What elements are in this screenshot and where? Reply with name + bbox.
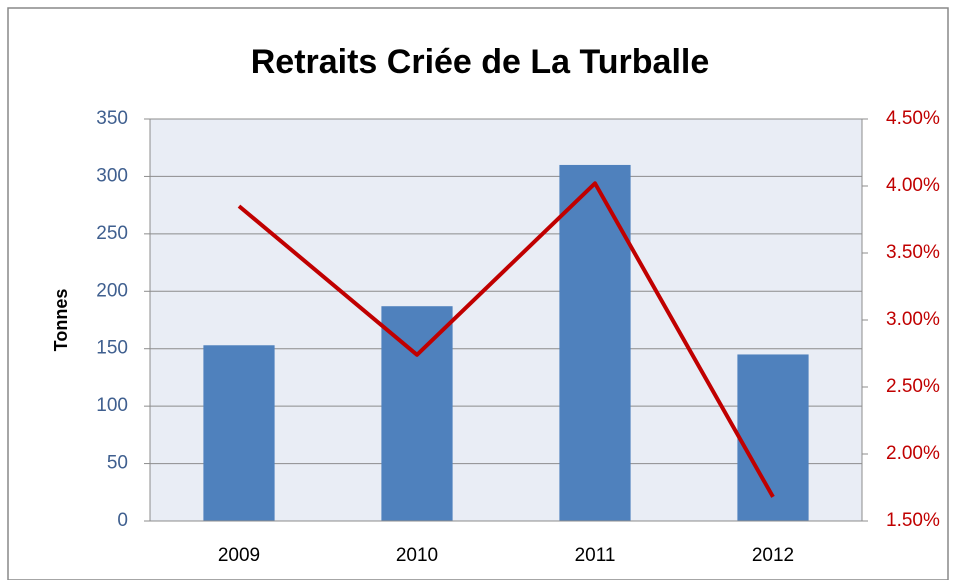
y-tick-label: 0 — [117, 510, 128, 531]
bar — [381, 306, 453, 521]
y2-tick-label: 3.00% — [886, 309, 940, 330]
y2-tick-label: 1.50% — [886, 510, 940, 531]
y-tick-label: 250 — [96, 223, 128, 244]
x-tick-label: 2011 — [575, 545, 616, 566]
y2-tick-label: 3.50% — [886, 242, 940, 263]
y2-tick-label: 4.50% — [886, 108, 940, 129]
chart-title: Retraits Criée de La Turballe — [251, 43, 710, 81]
x-tick-label: 2012 — [752, 545, 794, 566]
y-tick-label: 200 — [96, 280, 128, 301]
line — [237, 181, 775, 498]
y2-tick-label: 2.50% — [886, 376, 940, 397]
x-tick-label: 2010 — [396, 545, 438, 566]
y2-tick-label: 4.00% — [886, 175, 940, 196]
y-tick-label: 50 — [107, 453, 128, 474]
y-tick-label: 150 — [96, 338, 128, 359]
y-tick-label: 350 — [96, 108, 128, 129]
x-tick-label: 2009 — [218, 545, 260, 566]
y-tick-label: 100 — [96, 395, 128, 416]
bar — [559, 164, 631, 521]
y2-tick-label: 2.00% — [886, 443, 940, 464]
bar — [203, 345, 275, 521]
y-axis-label: Tonnes — [51, 289, 71, 352]
y-tick-label: 300 — [96, 165, 128, 186]
